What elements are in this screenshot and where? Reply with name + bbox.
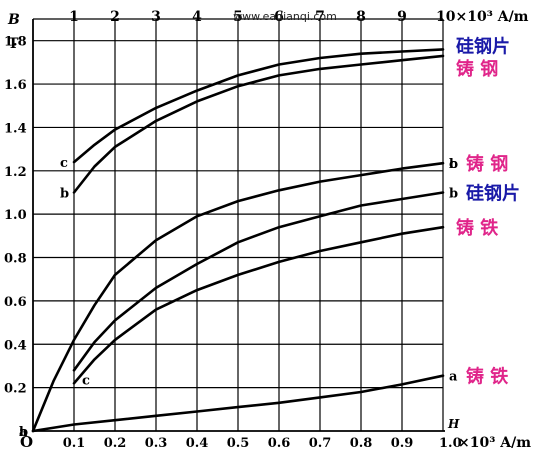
- curves: [31, 48, 445, 433]
- axes: [32, 18, 445, 432]
- grid: [33, 19, 444, 431]
- x-bottom-tick-label: 0.2: [104, 436, 127, 451]
- material-label-f: 铸 钢: [456, 58, 498, 80]
- curve-end-letter: a: [449, 370, 458, 385]
- x-top-tick-label: 3: [151, 9, 161, 25]
- x-top-tick-label: 5: [233, 9, 243, 25]
- curve-a: [31, 374, 445, 433]
- x-top-tick-label: 4: [192, 9, 202, 25]
- material-label-e: 硅钢片: [456, 35, 510, 57]
- x-bottom-tick-label: 0.9: [391, 436, 414, 451]
- material-label-a: 铸 铁: [466, 366, 508, 388]
- curve-e: [72, 48, 445, 164]
- y-tick-label: 0.2: [4, 382, 27, 397]
- curve-start-label: a: [19, 425, 28, 440]
- x-top-tick-label: 8: [356, 9, 366, 25]
- curve-start-label: c: [60, 156, 68, 171]
- y-axis-symbol: B: [7, 12, 20, 28]
- x-bottom-tick-label: 0.8: [350, 436, 373, 451]
- curve-start-label: c: [82, 373, 90, 388]
- x-top-tick-label: 2: [110, 9, 120, 25]
- curve-end-letter: b: [449, 186, 458, 201]
- curve-d: [72, 225, 445, 385]
- x-top-tick-label: 6: [274, 9, 284, 25]
- x-bottom-unit: ×10³ A/m: [458, 435, 531, 451]
- y-tick-label: 0.6: [4, 295, 27, 310]
- origin-label: O: [20, 433, 33, 451]
- curve-f: [72, 54, 445, 194]
- curve-b: [31, 161, 445, 433]
- material-label-c: 硅钢片: [466, 182, 520, 204]
- y-tick-label: 1.4: [4, 121, 27, 136]
- y-tick-label: 1.2: [4, 165, 27, 180]
- x-axis-symbol: H: [447, 417, 460, 431]
- curve-end-letter: b: [449, 157, 458, 172]
- y-tick-label: 1.0: [4, 208, 27, 223]
- x-bottom-tick-label: 0.5: [227, 436, 250, 451]
- watermark-text: www.eadianqi.com: [233, 10, 337, 23]
- x-bottom-tick-label: 0.7: [309, 436, 332, 451]
- curve-end-letter: c: [449, 157, 457, 172]
- x-bottom-tick-label: 0.3: [145, 436, 168, 451]
- x-top-tick-label: 7: [315, 9, 325, 25]
- labels: 0.2 0.4 0.6 0.8 1.0 1.2 1.4 1.6 1.8 0.1 0.2 0.3 0.4 0…: [4, 9, 520, 451]
- y-tick-label: 1.6: [4, 78, 27, 93]
- x-bottom-tick-label: 0.1: [63, 436, 86, 451]
- curve-start-label: b: [60, 186, 69, 201]
- curve-start-label: b: [19, 425, 28, 440]
- y-tick-label: 0.4: [4, 338, 27, 353]
- material-label-b: 铸 钢: [466, 153, 508, 175]
- y-tick-label: 0.8: [4, 252, 27, 267]
- y-tick-label: 1.8: [4, 35, 27, 50]
- x-top-tick-label: 1: [69, 9, 79, 25]
- material-label-d: 铸 铁: [456, 217, 498, 239]
- x-bottom-tick-label: 0.6: [268, 436, 291, 451]
- x-bottom-tick-label: 0.4: [186, 436, 209, 451]
- x-top-unit: 10×10³ A/m: [436, 9, 529, 25]
- x-bottom-tick-label: 1.0: [439, 436, 462, 451]
- y-axis-unit: T: [8, 36, 19, 52]
- x-top-tick-label: 9: [397, 9, 407, 25]
- curve-c: [72, 191, 445, 372]
